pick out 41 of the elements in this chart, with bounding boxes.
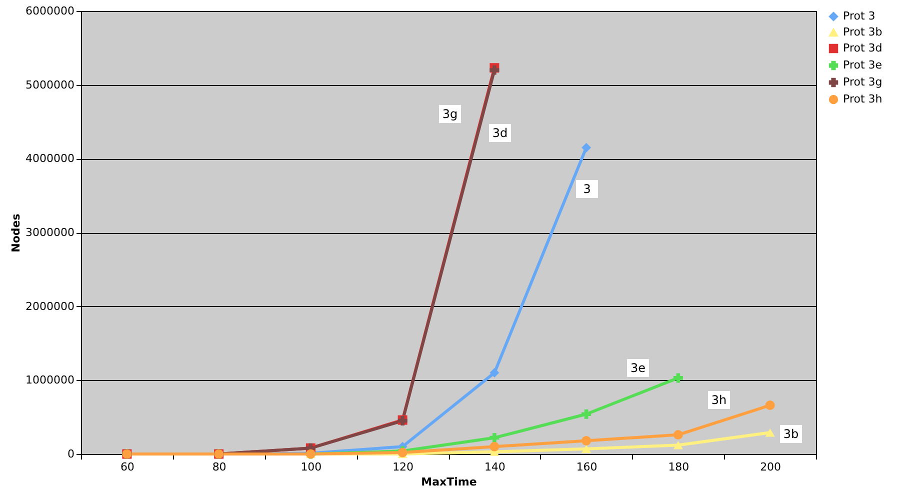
legend-label: Prot 3g <box>843 76 882 88</box>
legend-label: Prot 3h <box>843 92 882 106</box>
point <box>490 368 500 378</box>
legend-label: Prot 3e <box>843 58 882 72</box>
annotation: 3 <box>583 182 591 196</box>
y-tick-label: 5000000 <box>26 78 74 92</box>
x-tick-label: 80 <box>212 460 226 474</box>
y-tick-label: 0 <box>68 448 74 460</box>
x-tick-label: 100 <box>300 460 322 474</box>
x-tick-label: 120 <box>392 460 414 474</box>
annotation: 3h <box>711 393 727 407</box>
point <box>582 436 592 446</box>
y-tick-label: 4000000 <box>26 152 74 166</box>
y-tick-label: 1000000 <box>26 374 74 387</box>
y-tick-label: 2000000 <box>26 300 74 313</box>
annotation: 3e <box>630 361 646 375</box>
point <box>673 441 683 450</box>
annotation: 3b <box>783 427 799 441</box>
point <box>582 409 592 419</box>
x-tick-label: 200 <box>760 460 782 474</box>
x-tick-label: 160 <box>576 460 598 474</box>
legend-label: Prot 3d <box>843 42 882 54</box>
x-tick-label: 180 <box>668 460 690 474</box>
y-tick-label: 3000000 <box>26 226 74 239</box>
point <box>765 428 775 437</box>
point <box>673 430 683 440</box>
point <box>490 442 500 452</box>
x-axis-title: MaxTime <box>421 476 477 488</box>
legend-label: Prot 3 <box>843 10 876 22</box>
point <box>582 142 592 152</box>
point <box>765 400 775 410</box>
y-axis-title: Nodes <box>10 213 23 252</box>
y-tick-label: 6000000 <box>26 4 74 18</box>
x-tick-label: 60 <box>120 460 134 474</box>
point <box>673 373 683 383</box>
annotation: 3g <box>442 107 458 121</box>
point <box>582 444 592 453</box>
point <box>490 433 500 442</box>
x-tick-label: 140 <box>484 460 506 474</box>
legend-label: Prot 3b <box>843 26 882 38</box>
annotation: 3d <box>492 126 508 140</box>
